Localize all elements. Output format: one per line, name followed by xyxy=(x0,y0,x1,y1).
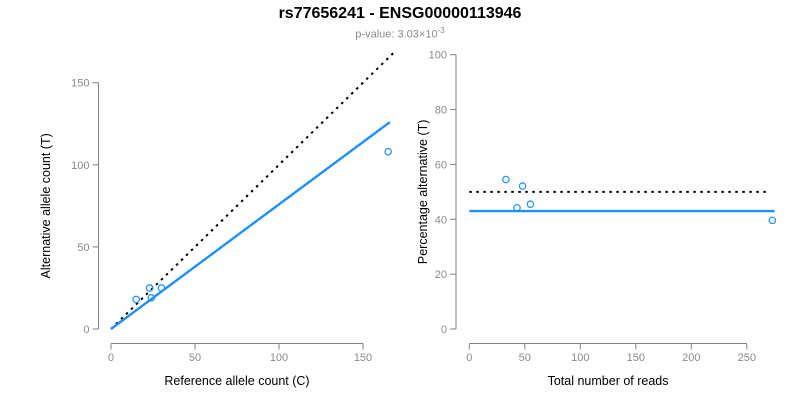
right-plot-x-tick-label: 150 xyxy=(627,352,645,364)
left-plot-data-point xyxy=(157,284,166,292)
right-plot-y-axis-title: Percentage alternative (T) xyxy=(416,120,430,265)
figure-subtitle: p-value: 3.03×10-3 xyxy=(0,26,800,41)
left-plot-y-tick-label: 100 xyxy=(71,160,89,172)
right-plot-x-tick-label: 50 xyxy=(519,352,531,364)
right-plot-y-tick-label: 100 xyxy=(429,50,447,62)
right-plot-y-tick-label: 60 xyxy=(435,159,447,171)
right-plot-data-point xyxy=(526,200,535,208)
left-plot-identity-line xyxy=(110,52,394,330)
left-plot-data-point xyxy=(145,284,154,292)
right-plot-x-axis-title: Total number of reads xyxy=(548,374,669,388)
left-plot-x-tick-label: 0 xyxy=(108,352,114,364)
right-plot-y-tick-label: 20 xyxy=(435,269,447,281)
left-plot-data-point xyxy=(132,295,141,304)
p-value-exponent: -3 xyxy=(437,26,445,35)
left-plot-data-point xyxy=(147,294,156,302)
left-plot-x-tick-label: 50 xyxy=(189,352,201,364)
figure-title: rs77656241 - ENSG00000113946 xyxy=(278,5,522,22)
right-plot-data-point xyxy=(518,182,527,190)
right-plot-y-tick-label: 0 xyxy=(441,324,447,336)
right-plot-data-point xyxy=(768,216,777,225)
left-plot-y-tick-label: 150 xyxy=(71,78,89,90)
right-plot-y-tick-label: 80 xyxy=(435,105,447,117)
right-plot-x-tick-label: 0 xyxy=(466,352,472,364)
left-plot-x-tick-label: 100 xyxy=(270,352,288,364)
left-plot-y-axis-title: Alternative allele count (T) xyxy=(39,133,53,278)
right-plot-data-point xyxy=(502,175,510,184)
right-plot-x-tick-label: 200 xyxy=(682,352,700,364)
right-plot-x-tick-label: 250 xyxy=(738,352,756,364)
left-plot-allelic-ratio-fit-line xyxy=(110,121,391,330)
p-value-text: p-value: 3.03×10 xyxy=(355,28,438,41)
right-plot-data-point xyxy=(513,203,521,212)
left-plot-y-tick-label: 50 xyxy=(77,242,89,254)
left-plot-y-tick-label: 0 xyxy=(83,324,89,336)
right-plot-x-tick-label: 100 xyxy=(571,352,589,364)
right-plot-y-tick-label: 40 xyxy=(435,214,447,226)
left-plot-x-axis-title: Reference allele count (C) xyxy=(164,374,309,388)
left-plot-data-point xyxy=(384,147,393,156)
left-plot-x-tick-label: 150 xyxy=(354,352,372,364)
